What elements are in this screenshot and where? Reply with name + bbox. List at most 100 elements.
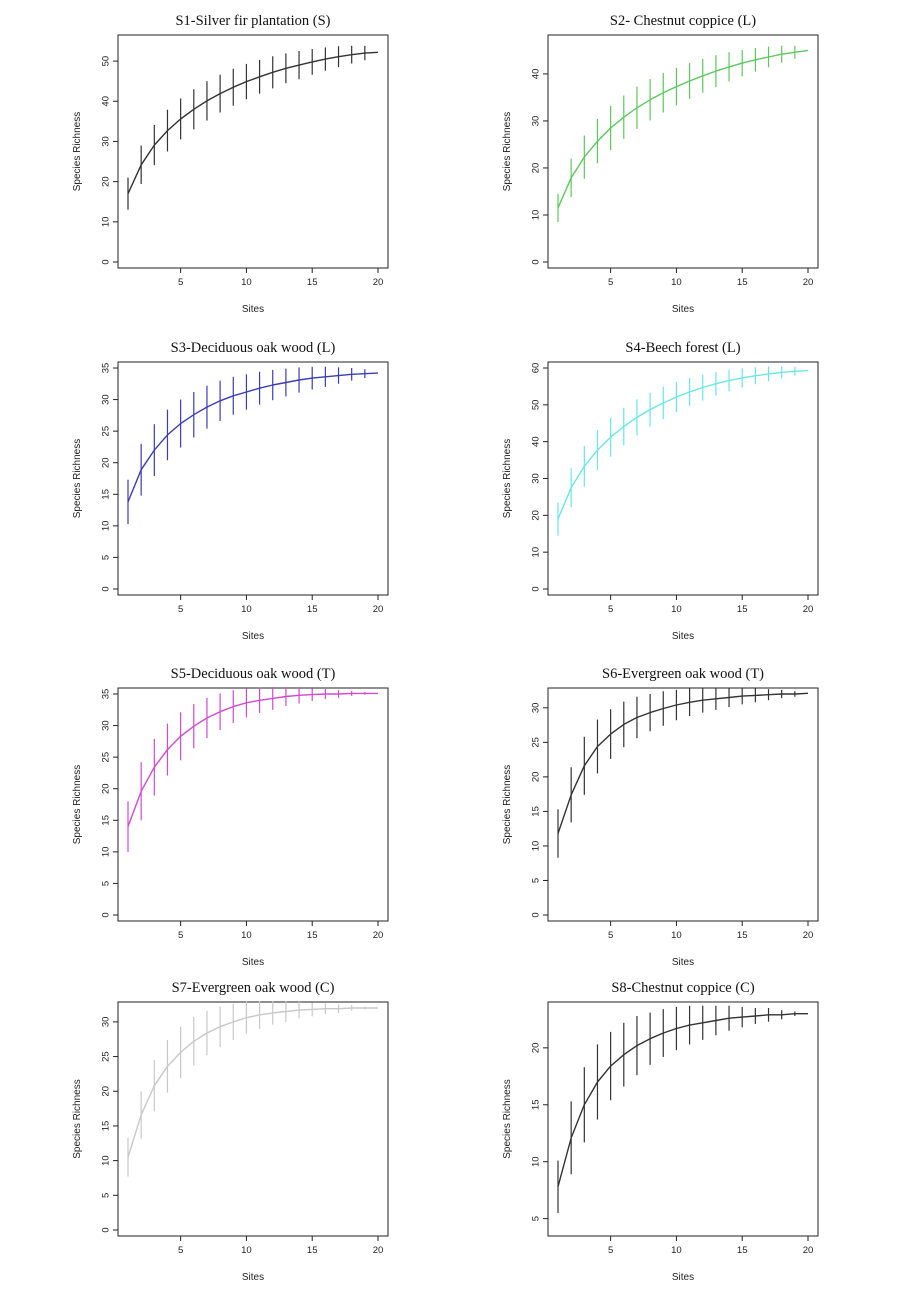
chart4-plot-frame <box>547 361 819 596</box>
chart6-y-tick-label: 15 <box>531 806 542 817</box>
chart2-y-tick-label: 10 <box>531 210 542 221</box>
chart4-y-tick-label: 60 <box>531 363 542 374</box>
chart5-y-tick-label: 25 <box>101 752 112 763</box>
chart6-x-tick-label: 10 <box>671 930 682 941</box>
chart7-x-axis-label: Sites <box>242 1272 264 1283</box>
chart3-x-tick-label: 10 <box>241 604 252 615</box>
chart8-y-tick-label: 20 <box>531 1043 542 1054</box>
chart4-x-tick-label: 5 <box>608 604 613 615</box>
chart4-x-tick-label: 20 <box>803 604 814 615</box>
chart3-x-tick-label: 15 <box>307 604 318 615</box>
chart1-y-tick-label: 40 <box>101 96 112 107</box>
chart7-x-tick-label: 15 <box>307 1245 318 1256</box>
chart3-y-axis-label: Species Richness <box>72 439 83 518</box>
chart7-y-tick-label: 10 <box>101 1155 112 1166</box>
chart3-y-tick-label: 5 <box>101 555 112 560</box>
chart4-y-tick-label: 50 <box>531 400 542 411</box>
chart3-x-tick-label: 5 <box>178 604 183 615</box>
chart5-y-tick-label: 5 <box>101 881 112 886</box>
chart2-y-tick-label: 20 <box>531 163 542 174</box>
chart5-y-tick-label: 30 <box>101 720 112 731</box>
chart7-accumulation-curve <box>127 1007 378 1158</box>
chart5-plot-frame <box>117 687 389 922</box>
chart3-panel: S3-Deciduous oak wood (L) 0 5 10 15 20 25 30 35 5… <box>72 340 389 642</box>
chart5-y-tick-label: 10 <box>101 847 112 858</box>
chart4-title: S4-Beech forest (L) <box>625 340 740 356</box>
chart4-panel: S4-Beech forest (L) 0 10 20 30 40 50 60 5 10 15 20 S… <box>502 340 819 642</box>
chart1-title: S1-Silver fir plantation (S) <box>175 13 330 29</box>
chart1-x-axis-label: Sites <box>242 304 264 315</box>
chart3-y-tick-label: 15 <box>101 489 112 500</box>
chart6-y-tick-label: 25 <box>531 737 542 748</box>
chart8-accumulation-curve <box>557 1013 808 1187</box>
chart5-x-tick-label: 5 <box>178 930 183 941</box>
chart6-y-tick-label: 0 <box>531 912 542 917</box>
chart8-y-tick-label: 5 <box>531 1216 542 1221</box>
chart8-title: S8-Chestnut coppice (C) <box>611 980 755 996</box>
chart1-x-tick-label: 20 <box>373 277 384 288</box>
chart7-y-tick-label: 15 <box>101 1121 112 1132</box>
chart6-x-tick-label: 5 <box>608 930 613 941</box>
chart4-x-tick-label: 15 <box>737 604 748 615</box>
chart7-panel: S7-Evergreen oak wood (C) 0 5 10 15 20 25 30 5 10… <box>72 980 389 1283</box>
chart3-y-tick-label: 20 <box>101 457 112 468</box>
chart3-y-tick-label: 0 <box>101 586 112 591</box>
chart5-x-axis-label: Sites <box>242 957 264 968</box>
chart8-x-tick-label: 20 <box>803 1245 814 1256</box>
chart7-y-tick-label: 5 <box>101 1193 112 1198</box>
chart5-x-tick-label: 20 <box>373 930 384 941</box>
chart5-y-tick-label: 0 <box>101 912 112 917</box>
chart2-x-tick-label: 20 <box>803 277 814 288</box>
chart8-x-tick-label: 10 <box>671 1245 682 1256</box>
chart1-accumulation-curve <box>127 51 379 194</box>
chart6-y-tick-label: 20 <box>531 772 542 783</box>
chart8-y-tick-label: 15 <box>531 1099 542 1110</box>
chart8-plot-frame <box>547 1001 819 1237</box>
chart5-x-tick-label: 15 <box>307 930 318 941</box>
chart6-x-tick-label: 20 <box>803 930 814 941</box>
chart1-x-tick-label: 10 <box>241 277 252 288</box>
chart3-y-tick-label: 30 <box>101 394 112 405</box>
chart1-y-tick-label: 20 <box>101 176 112 187</box>
chart2-x-tick-label: 15 <box>737 277 748 288</box>
chart2-y-tick-label: 40 <box>531 69 542 80</box>
chart8-x-tick-label: 15 <box>737 1245 748 1256</box>
chart4-y-tick-label: 30 <box>531 473 542 484</box>
chart1-plot-frame <box>117 34 389 269</box>
chart6-y-tick-label: 30 <box>531 703 542 714</box>
chart6-y-tick-label: 10 <box>531 841 542 852</box>
chart4-x-axis-label: Sites <box>672 631 694 642</box>
chart1-y-tick-label: 50 <box>101 56 112 67</box>
chart4-y-tick-label: 40 <box>531 436 542 447</box>
chart4-y-tick-label: 10 <box>531 547 542 558</box>
chart6-title: S6-Evergreen oak wood (T) <box>602 666 764 682</box>
chart5-title: S5-Deciduous oak wood (T) <box>171 666 336 682</box>
chart4-y-tick-label: 0 <box>531 586 542 591</box>
chart6-x-tick-label: 15 <box>737 930 748 941</box>
chart3-y-tick-label: 25 <box>101 426 112 437</box>
chart7-x-tick-label: 20 <box>373 1245 384 1256</box>
chart8-x-tick-label: 5 <box>608 1245 613 1256</box>
chart3-plot-frame <box>117 361 389 596</box>
chart2-panel: S2- Chestnut coppice (L) 0 10 20 30 40 5 10 15 20… <box>502 13 819 315</box>
chart8-x-axis-label: Sites <box>672 1272 694 1283</box>
chart2-x-tick-label: 10 <box>671 277 682 288</box>
chart2-y-tick-label: 30 <box>531 116 542 127</box>
chart4-y-tick-label: 20 <box>531 510 542 521</box>
chart8-y-axis-label: Species Richness <box>502 1079 513 1158</box>
chart5-y-axis-label: Species Richness <box>72 765 83 844</box>
chart7-y-tick-label: 25 <box>101 1051 112 1062</box>
chart2-y-tick-label: 0 <box>531 259 542 264</box>
chart1-panel: S1-Silver fir plantation (S) 0 10 20 30 40 50 5… <box>72 13 389 315</box>
chart2-x-tick-label: 5 <box>608 277 613 288</box>
chart3-y-tick-label: 35 <box>101 363 112 374</box>
chart6-y-tick-label: 5 <box>531 878 542 883</box>
chart7-x-tick-label: 10 <box>241 1245 252 1256</box>
chart5-y-tick-label: 15 <box>101 815 112 826</box>
chart3-x-tick-label: 20 <box>373 604 384 615</box>
chart7-y-tick-label: 0 <box>101 1227 112 1232</box>
chart7-y-tick-label: 20 <box>101 1086 112 1097</box>
chart6-accumulation-curve <box>557 692 809 834</box>
chart2-accumulation-curve <box>557 49 809 209</box>
